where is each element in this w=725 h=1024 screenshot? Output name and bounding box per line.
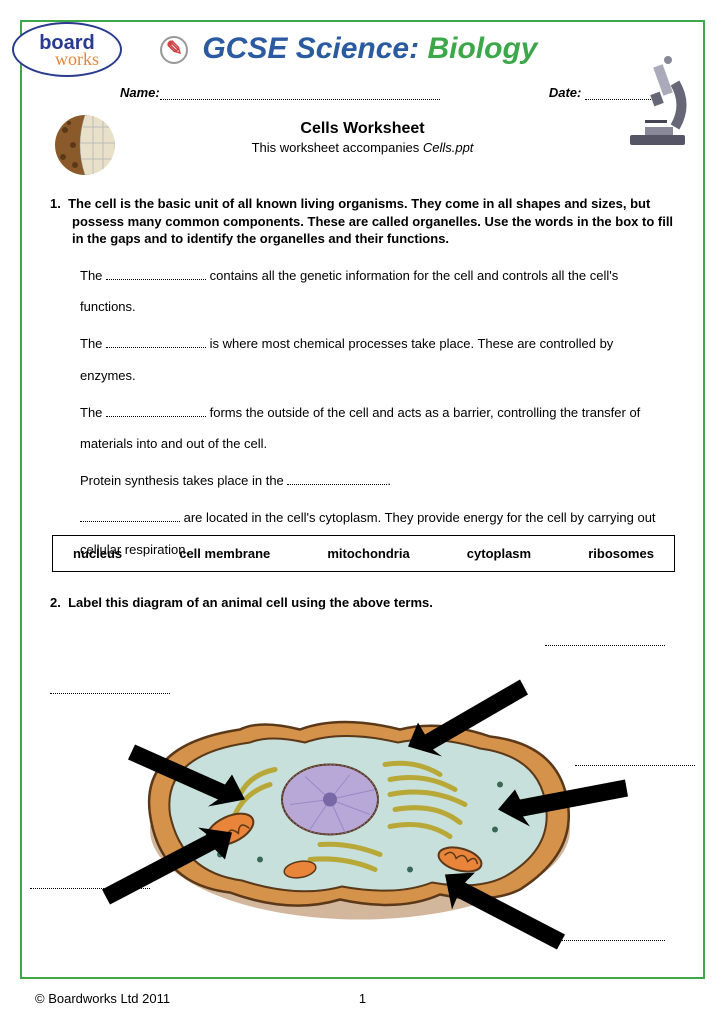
page-number: 1: [359, 991, 366, 1006]
blank-5[interactable]: [80, 512, 180, 522]
word-nucleus: nucleus: [73, 546, 122, 561]
blank-1[interactable]: [106, 270, 206, 280]
label-line-3[interactable]: [575, 765, 695, 766]
pencil-icon: [160, 36, 188, 64]
question-1: 1. The cell is the basic unit of all kno…: [50, 195, 680, 248]
label-line-2[interactable]: [50, 693, 170, 694]
word-cytoplasm: cytoplasm: [467, 546, 531, 561]
fill-in-block: The contains all the genetic information…: [80, 260, 670, 571]
question-2: 2. Label this diagram of an animal cell …: [50, 595, 680, 610]
blank-3[interactable]: [106, 407, 206, 417]
blank-2[interactable]: [106, 338, 206, 348]
fill-sentence-1: The contains all the genetic information…: [80, 260, 670, 322]
microscope-icon: [620, 55, 695, 150]
copyright: © Boardworks Ltd 2011: [35, 991, 170, 1006]
footer: © Boardworks Ltd 2011 1: [35, 991, 690, 1006]
fill-sentence-3: The forms the outside of the cell and ac…: [80, 397, 670, 459]
name-date-row: Name: Date:: [120, 85, 655, 100]
cell-diagram: [30, 620, 695, 969]
fill-sentence-2: The is where most chemical processes tak…: [80, 328, 670, 390]
header-title: GCSE Science: Biology: [160, 32, 537, 66]
label-line-4[interactable]: [30, 888, 150, 889]
word-ribosomes: ribosomes: [588, 546, 654, 561]
label-line-5[interactable]: [545, 940, 665, 941]
blank-4[interactable]: [287, 475, 387, 485]
title-part2: Biology: [427, 32, 537, 65]
worksheet-title-block: Cells Worksheet This worksheet accompani…: [0, 120, 725, 155]
name-field[interactable]: Name:: [120, 85, 440, 100]
boardworks-logo: board works: [12, 22, 122, 77]
logo-line2: works: [55, 52, 99, 66]
word-box: nucleus cell membrane mitochondria cytop…: [52, 535, 675, 572]
worksheet-title: Cells Worksheet: [0, 120, 725, 138]
word-mitochondria: mitochondria: [327, 546, 409, 561]
word-cell-membrane: cell membrane: [179, 546, 270, 561]
label-line-1[interactable]: [545, 645, 665, 646]
title-part1: GCSE Science:: [202, 32, 419, 65]
fill-sentence-4: Protein synthesis takes place in the .: [80, 465, 670, 496]
worksheet-subtitle: This worksheet accompanies Cells.ppt: [0, 140, 725, 155]
